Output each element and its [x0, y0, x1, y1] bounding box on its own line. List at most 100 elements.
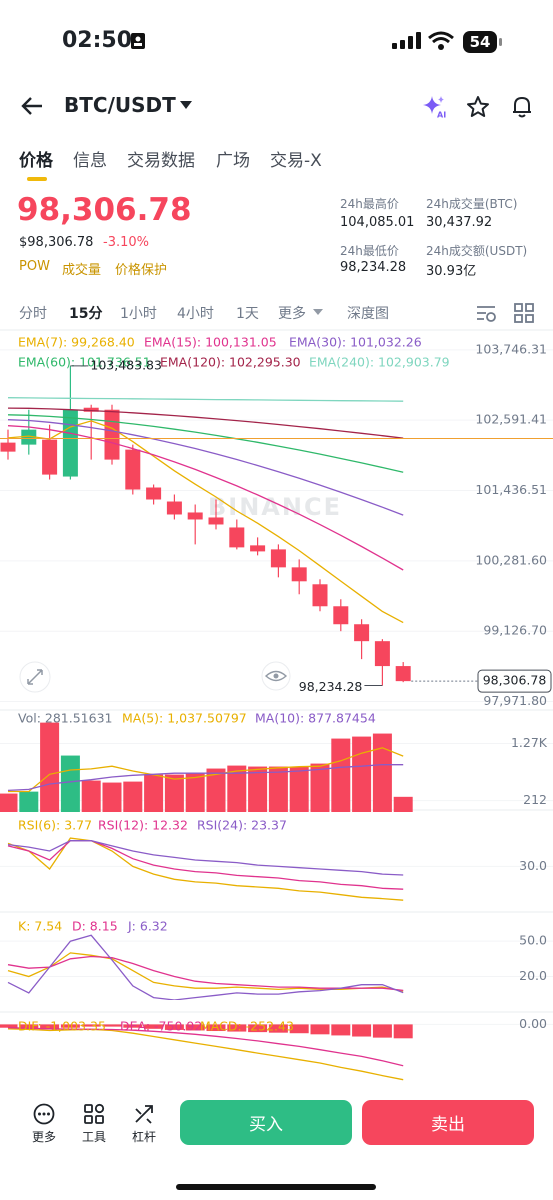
- stat-label: 24h成交额(USDT): [426, 244, 528, 258]
- expand-icon[interactable]: [19, 661, 51, 693]
- macd-bar: [185, 1024, 205, 1031]
- stat-value: 30.93亿: [426, 264, 477, 279]
- legend-label: EMA(15): 100,131.05: [144, 335, 277, 350]
- volume-bar: [164, 774, 184, 812]
- volume-bar: [144, 774, 164, 812]
- indicator-line: [7, 425, 404, 571]
- eye-icon[interactable]: [261, 661, 291, 691]
- macd-bar: [0, 1024, 18, 1028]
- volume-bar: [352, 736, 372, 812]
- tab-indicator: [27, 177, 47, 181]
- tab[interactable]: 信息: [73, 151, 107, 171]
- indicator-settings[interactable]: [475, 302, 497, 324]
- candle-body: [62, 409, 78, 477]
- tab[interactable]: 交易数据: [127, 151, 195, 171]
- candle-body: [42, 439, 58, 475]
- interval[interactable]: 1小时: [120, 306, 157, 322]
- interval[interactable]: 15分: [69, 306, 103, 322]
- volume-bar: [206, 768, 226, 812]
- current-price-label: 98,306.78: [483, 673, 547, 688]
- indicator-line: [7, 934, 404, 1000]
- indicator-line: [7, 1027, 404, 1067]
- volume-bar: [19, 791, 39, 812]
- wifi-icon: [428, 31, 454, 50]
- tab[interactable]: 广场: [216, 151, 250, 171]
- indicator-line: [7, 837, 404, 901]
- home-indicator: [176, 1184, 376, 1190]
- legend-label: EMA(30): 101,032.26: [289, 335, 422, 350]
- macd-bar: [60, 1024, 80, 1028]
- legend-label: MA(5): 1,037.50797: [122, 711, 247, 726]
- macd-pane: [0, 1024, 413, 1081]
- tab[interactable]: 交易-X: [270, 151, 322, 171]
- ai-icon[interactable]: AI: [421, 94, 447, 120]
- candle-body: [395, 666, 411, 682]
- legend-label: RSI(6): 3.77: [18, 818, 92, 833]
- candle-body: [312, 584, 328, 607]
- candle-body: [146, 487, 162, 500]
- favorite-icon[interactable]: [466, 95, 490, 119]
- macd-bar: [372, 1024, 392, 1038]
- stat-value: 98,234.28: [340, 260, 407, 275]
- buy-button[interactable]: 买入: [180, 1100, 352, 1145]
- svg-text:AI: AI: [437, 111, 446, 120]
- watermark: BINANCE: [208, 493, 342, 521]
- macd-bar: [40, 1024, 60, 1030]
- macd-bar: [331, 1024, 351, 1036]
- tab[interactable]: 价格: [19, 151, 53, 171]
- macd-bar: [123, 1024, 143, 1028]
- volume-bar: [227, 765, 247, 812]
- interval[interactable]: 分时: [19, 306, 47, 322]
- legend-label: RSI(12): 12.32: [98, 818, 188, 833]
- stat-label: 24h成交量(BTC): [426, 197, 518, 211]
- price-tag[interactable]: POW: [19, 259, 50, 274]
- leverage-icon[interactable]: [133, 1103, 155, 1125]
- back-button[interactable]: [20, 95, 44, 117]
- price-tag[interactable]: 成交量: [62, 263, 102, 278]
- layout-icon[interactable]: [513, 302, 535, 324]
- pair-title[interactable]: BTC/USDT: [64, 93, 176, 117]
- interval[interactable]: 更多: [278, 306, 306, 322]
- macd-bar: [81, 1024, 101, 1027]
- volume-bar: [81, 780, 101, 812]
- price-tag[interactable]: 价格保护: [115, 263, 168, 278]
- battery: 54: [463, 31, 497, 53]
- last-price: 98,306.78: [17, 192, 192, 228]
- interval-dropdown[interactable]: [313, 308, 323, 316]
- more-icon[interactable]: [33, 1103, 55, 1125]
- tools-icon[interactable]: [83, 1103, 105, 1125]
- macd-bar: [102, 1024, 122, 1027]
- legend-label: J: 6.32: [127, 919, 168, 934]
- tool-label[interactable]: 更多: [31, 1130, 56, 1144]
- interval[interactable]: 1天: [236, 306, 259, 322]
- usd-price: $98,306.78: [19, 235, 94, 250]
- interval[interactable]: 深度图: [347, 306, 389, 322]
- stat-label: 24h最高价: [340, 197, 399, 211]
- volume-pane: [0, 722, 413, 812]
- candle-body: [229, 527, 245, 548]
- macd-bar: [352, 1024, 372, 1037]
- indicator-line: [7, 1028, 404, 1081]
- legend-label: EMA(240): 102,903.79: [309, 355, 450, 370]
- legend-label: EMA(7): 99,268.40: [18, 335, 135, 350]
- battery-tip: [499, 38, 502, 46]
- alert-icon[interactable]: [510, 94, 534, 120]
- y-tick-label: 101,436.51: [475, 482, 547, 497]
- legend-label: DIF: -1,003.35: [18, 1019, 106, 1034]
- pair-dropdown[interactable]: [180, 100, 192, 110]
- candle-body: [166, 501, 182, 515]
- tool-label[interactable]: 杠杆: [131, 1130, 156, 1144]
- indicator-line: [7, 414, 404, 473]
- status-time: 02:50: [62, 28, 133, 53]
- volume-bar: [268, 766, 288, 812]
- indicator-line: [7, 840, 404, 876]
- volume-bar: [310, 763, 330, 812]
- tool-label[interactable]: 工具: [81, 1130, 106, 1144]
- legend-label: K: 7.54: [18, 919, 62, 934]
- y-tick-label: 102,591.41: [475, 412, 547, 427]
- interval[interactable]: 4小时: [177, 306, 214, 322]
- macd-bar: [144, 1024, 164, 1029]
- sell-button[interactable]: 卖出: [362, 1100, 534, 1145]
